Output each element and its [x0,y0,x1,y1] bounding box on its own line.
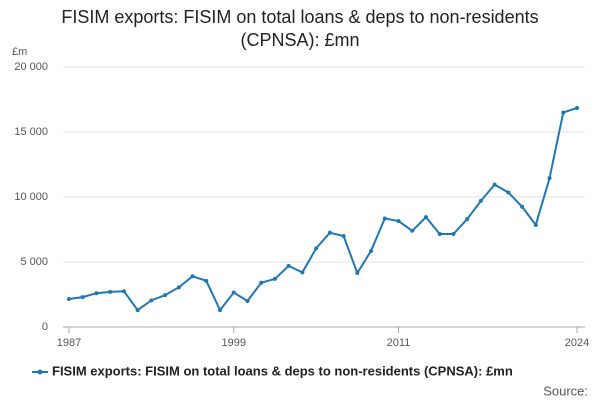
point [314,246,319,251]
legend-marker [37,369,43,375]
point [327,230,332,235]
point [245,299,250,303]
point [231,290,236,295]
point [80,295,85,300]
x-tick-label: 2011 [387,337,411,349]
point [121,289,126,294]
point [451,232,456,237]
x-tick-label: 1987 [57,337,81,349]
point [163,293,168,298]
point [506,190,511,195]
point [369,248,374,253]
point [259,280,264,285]
point [149,298,154,303]
point [382,216,387,221]
y-tick-label: 20 000 [14,61,48,73]
line [68,107,578,312]
point [396,219,401,224]
y-unit: £m [12,46,27,58]
y-tick-label: 0 [42,321,48,333]
point [520,204,525,209]
point [355,271,360,276]
x-tick-label: 1999 [222,337,246,349]
point [575,105,579,110]
point [423,215,428,220]
point [135,308,140,313]
point [437,232,442,237]
point [67,297,71,302]
point [176,285,181,290]
point [547,176,552,181]
point [533,222,538,227]
point [465,217,470,222]
chart-title: FISIM exports: FISIM on total loans & de… [61,7,539,50]
point [286,263,291,268]
point [341,234,346,238]
x-tick-label: 2024 [565,337,589,349]
point [108,289,113,294]
y-tick-label: 15 000 [14,126,48,138]
y-tick-label: 5 000 [20,256,48,268]
point [492,182,497,187]
point [410,228,415,233]
point [561,110,566,115]
point [94,291,99,296]
y-tick-label: 10 000 [14,191,48,203]
legend-label: FISIM exports: FISIM on total loans & de… [52,363,513,378]
point [478,198,483,203]
point [272,276,277,281]
point [300,270,305,275]
source: Source: [543,383,588,398]
point [204,278,209,283]
point [218,308,223,313]
point [190,274,195,279]
